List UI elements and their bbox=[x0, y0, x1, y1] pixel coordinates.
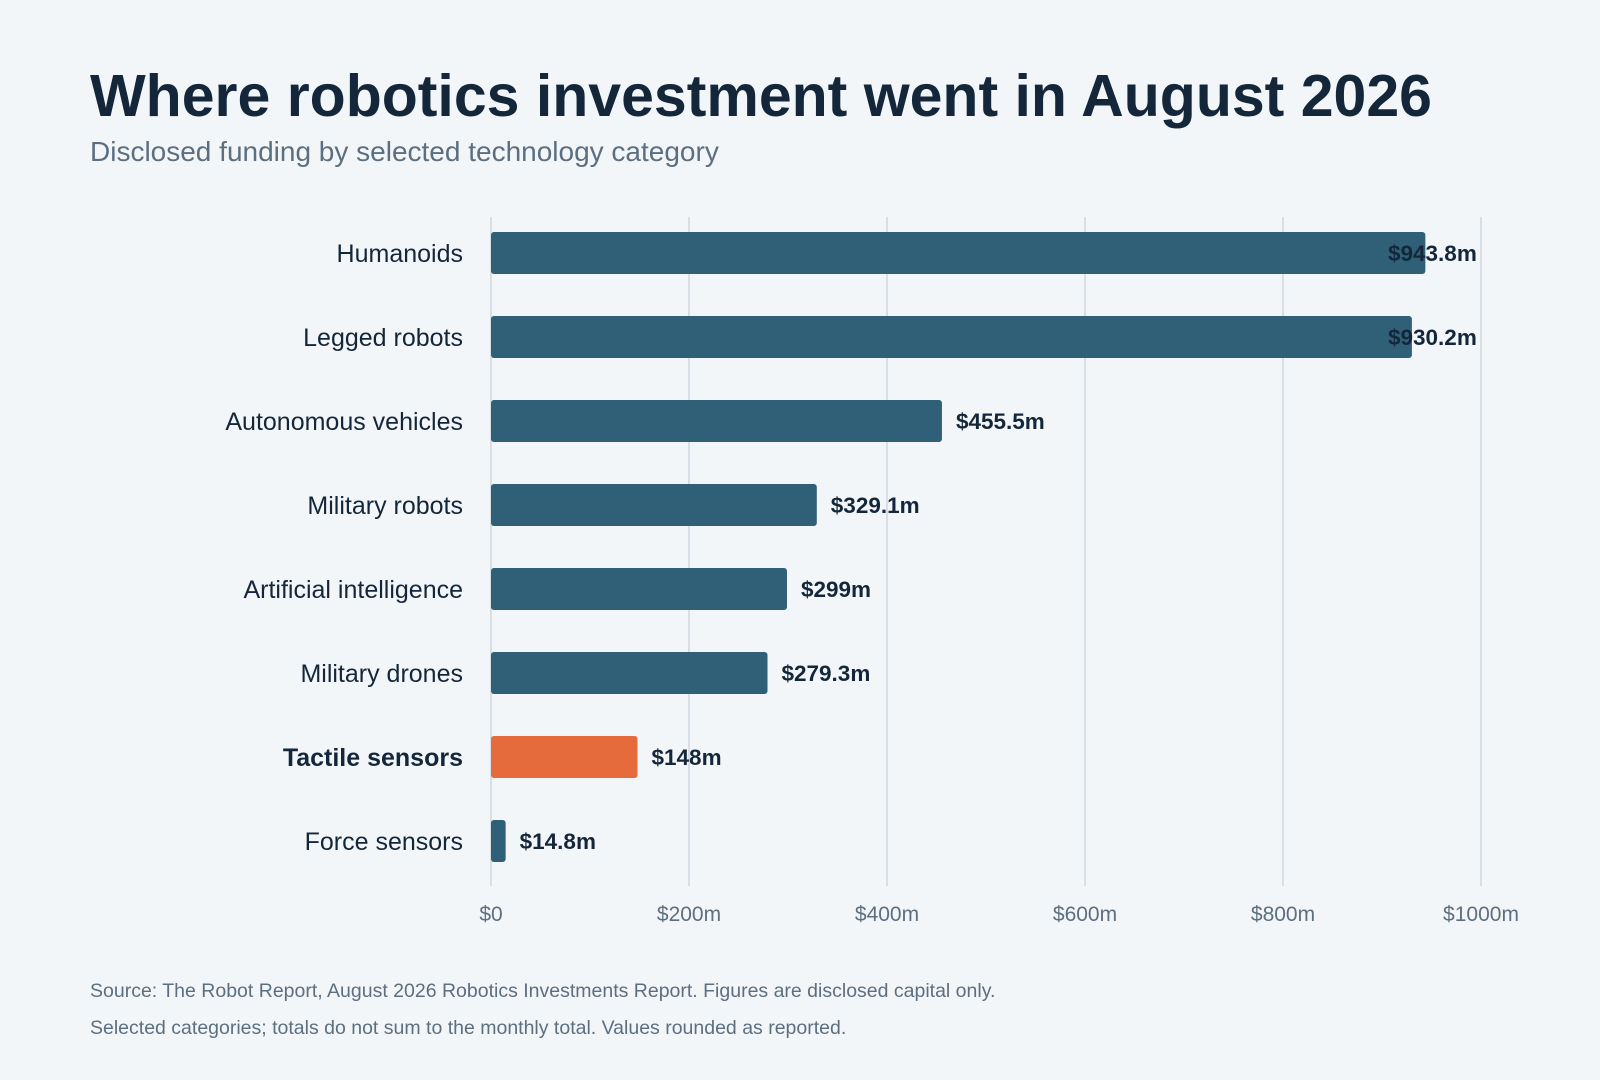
bar bbox=[491, 400, 942, 442]
category-label: Force sensors bbox=[305, 828, 463, 856]
bars bbox=[491, 232, 1426, 862]
value-label: $148m bbox=[652, 745, 722, 770]
category-labels: Humanoids Legged robots Autonomous vehicle… bbox=[225, 240, 463, 856]
source-note: Source: The Robot Report, August 2026 Ro… bbox=[90, 980, 996, 1002]
value-label: $299m bbox=[801, 577, 871, 602]
category-label: Artificial intelligence bbox=[243, 576, 463, 604]
method-note: Selected categories; totals do not sum t… bbox=[90, 1017, 847, 1039]
category-label: Autonomous vehicles bbox=[225, 408, 463, 436]
category-label: Tactile sensors bbox=[283, 744, 463, 772]
x-axis-ticks: $0 $200m $400m $600m $800m $1000m bbox=[479, 903, 1519, 926]
value-labels: $943.8m $930.2m $455.5m $329.1m $299m $279.3m… bbox=[520, 241, 1477, 854]
chart-subtitle: Disclosed funding by selected technology… bbox=[90, 136, 719, 167]
value-label: $943.8m bbox=[1388, 241, 1477, 266]
x-tick-label: $1000m bbox=[1443, 903, 1519, 926]
bar bbox=[491, 820, 506, 862]
bar bbox=[491, 232, 1426, 274]
bar bbox=[491, 568, 788, 610]
x-tick-label: $0 bbox=[479, 903, 502, 926]
value-label: $329.1m bbox=[831, 493, 920, 518]
bar bbox=[491, 316, 1412, 358]
category-label: Humanoids bbox=[337, 240, 463, 268]
x-tick-label: $200m bbox=[657, 903, 721, 926]
bar bbox=[491, 484, 817, 526]
x-tick-label: $800m bbox=[1251, 903, 1315, 926]
value-label: $455.5m bbox=[956, 409, 1045, 434]
category-label: Legged robots bbox=[303, 324, 463, 352]
category-label: Military robots bbox=[307, 492, 463, 520]
chart-title: Where robotics investment went in August… bbox=[90, 63, 1432, 129]
bar-chart: Humanoids Legged robots Autonomous vehicle… bbox=[225, 217, 1519, 926]
x-tick-label: $400m bbox=[855, 903, 919, 926]
bar bbox=[491, 652, 768, 694]
x-tick-label: $600m bbox=[1053, 903, 1117, 926]
bar bbox=[491, 736, 638, 778]
value-label: $930.2m bbox=[1388, 325, 1477, 350]
value-label: $14.8m bbox=[520, 829, 596, 854]
category-label: Military drones bbox=[300, 660, 463, 688]
value-label: $279.3m bbox=[782, 661, 871, 686]
